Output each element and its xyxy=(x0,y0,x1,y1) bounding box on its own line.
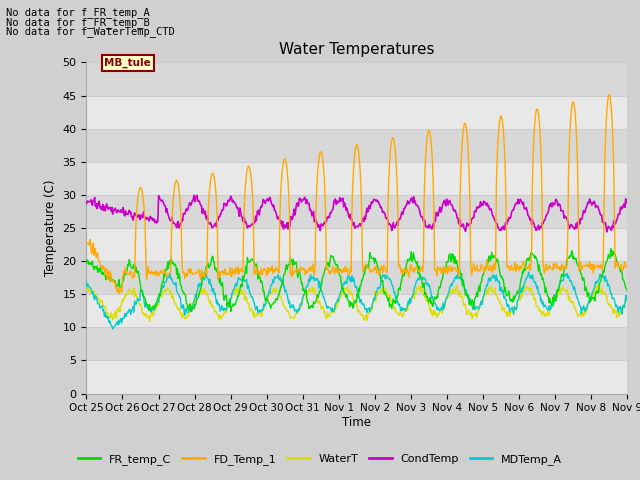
Y-axis label: Temperature (C): Temperature (C) xyxy=(44,180,57,276)
Bar xyxy=(86,294,627,327)
Text: No data for f_FR_temp_B: No data for f_FR_temp_B xyxy=(6,17,150,28)
X-axis label: Time: Time xyxy=(342,416,371,429)
Bar xyxy=(86,360,627,394)
Text: No data for f_FR_temp_A: No data for f_FR_temp_A xyxy=(6,7,150,18)
Text: MB_tule: MB_tule xyxy=(104,58,151,68)
Text: No data for f_WaterTemp_CTD: No data for f_WaterTemp_CTD xyxy=(6,26,175,37)
Bar xyxy=(86,62,627,96)
Bar xyxy=(86,228,627,261)
Bar xyxy=(86,261,627,294)
Bar xyxy=(86,129,627,162)
Bar xyxy=(86,96,627,129)
Title: Water Temperatures: Water Temperatures xyxy=(279,42,435,57)
Bar xyxy=(86,327,627,360)
Bar xyxy=(86,195,627,228)
Legend: FR_temp_C, FD_Temp_1, WaterT, CondTemp, MDTemp_A: FR_temp_C, FD_Temp_1, WaterT, CondTemp, … xyxy=(74,450,566,469)
Bar xyxy=(86,162,627,195)
